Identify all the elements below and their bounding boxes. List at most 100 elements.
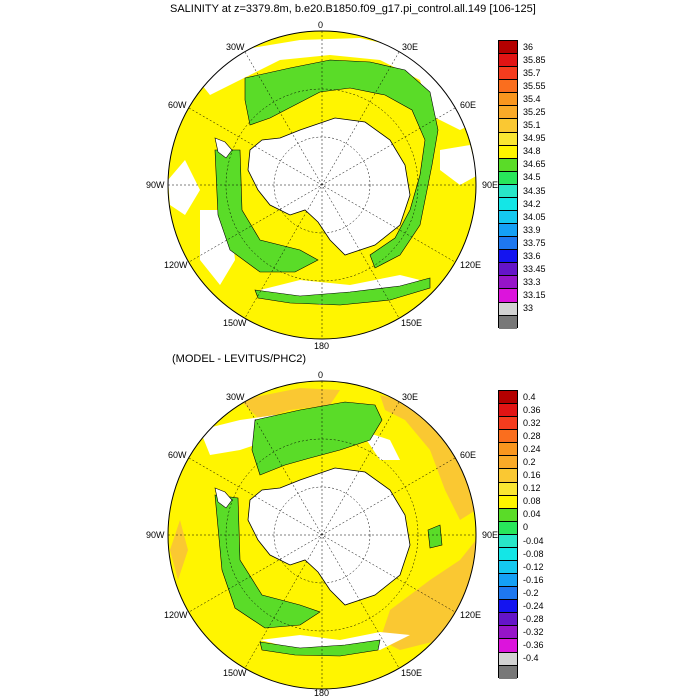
colorbar-label: 0.36 — [523, 404, 541, 415]
colorbar-swatch — [499, 574, 517, 588]
colorbar-swatch — [499, 263, 517, 277]
lon-label-120w: 120W — [164, 610, 188, 620]
colorbar-swatch — [499, 626, 517, 640]
colorbar-label: 35.4 — [523, 93, 541, 104]
lon-label-30e: 30E — [402, 42, 419, 52]
lon-label-30w: 30W — [226, 42, 245, 52]
colorbar-label: 0.08 — [523, 496, 541, 507]
colorbar-label: 34.8 — [523, 146, 541, 157]
lon-label-150w: 150W — [223, 318, 247, 328]
colorbar-label: 0.32 — [523, 417, 541, 428]
colorbar-label: 35.7 — [523, 67, 541, 78]
colorbar-label: 33.15 — [523, 290, 546, 301]
colorbar-label: 34.05 — [523, 211, 546, 222]
lon-label-60w: 60W — [168, 450, 187, 460]
green-salinity-region — [214, 59, 439, 306]
colorbar-label: -0.12 — [523, 561, 544, 572]
colorbar-label: 33.75 — [523, 237, 546, 248]
lon-label-150e: 150E — [401, 318, 423, 328]
colorbar-swatch — [499, 276, 517, 290]
lon-label-60w: 60W — [168, 100, 187, 110]
colorbar-label: 34.65 — [523, 159, 546, 170]
colorbar-swatch — [499, 250, 517, 264]
colorbar-label: -0.28 — [523, 614, 544, 625]
colorbar-label: 33.6 — [523, 251, 541, 261]
colorbar-label: 33.45 — [523, 264, 546, 275]
lon-label-120e: 120E — [460, 610, 482, 620]
lon-label-60e: 60E — [460, 100, 477, 110]
green-difference-region — [214, 401, 443, 657]
bottom-difference-polar-map — [167, 380, 477, 690]
colorbar-swatch — [499, 521, 517, 535]
south-america-tip — [214, 487, 233, 509]
lon-label-0: 0 — [318, 20, 324, 30]
lon-label-60e: 60E — [460, 450, 477, 460]
colorbar-swatch — [499, 391, 517, 405]
colorbar-swatch — [499, 224, 517, 238]
colorbar-label: 34.95 — [523, 133, 546, 144]
colorbar-label: 34.5 — [523, 172, 541, 183]
colorbar-swatch — [499, 652, 517, 666]
colorbar-swatch — [499, 508, 517, 522]
colorbar-swatch — [499, 80, 517, 94]
colorbar-label: 33.3 — [523, 277, 541, 288]
colorbar-label: 35.1 — [523, 120, 541, 131]
colorbar-swatch — [499, 613, 517, 627]
longitude-lines — [168, 381, 476, 689]
lon-label-180: 180 — [314, 688, 330, 698]
bottom-panel-title: (MODEL - LEVITUS/PHC2) — [172, 353, 307, 365]
colorbar-swatch — [499, 132, 517, 146]
colorbar-swatch — [499, 600, 517, 614]
colorbar-swatch — [499, 404, 517, 418]
top-colorbar — [498, 40, 518, 329]
bottom-colorbar — [498, 390, 518, 679]
colorbar-label: 33 — [523, 303, 534, 314]
colorbar-swatch — [499, 67, 517, 81]
colorbar-swatch — [499, 237, 517, 251]
lon-label-150w: 150W — [223, 668, 247, 678]
lon-label-90e: 90E — [482, 180, 499, 190]
colorbar-swatch — [499, 417, 517, 431]
colorbar-label: 34.35 — [523, 185, 546, 196]
colorbar-swatch — [499, 639, 517, 653]
colorbar-label: 35.25 — [523, 107, 546, 117]
colorbar-label: 0 — [523, 522, 529, 533]
map-boundary-circle — [167, 380, 477, 690]
south-america-tip — [214, 137, 233, 159]
colorbar-swatch — [499, 93, 517, 107]
colorbar-label: 35.55 — [523, 80, 546, 91]
longitude-lines — [168, 31, 476, 339]
colorbar-swatch — [499, 456, 517, 470]
colorbar-swatch — [499, 482, 517, 496]
lon-label-90e: 90E — [482, 530, 499, 540]
lon-label-120e: 120E — [460, 260, 482, 270]
colorbar-swatch — [499, 547, 517, 562]
lon-label-0: 0 — [318, 370, 324, 380]
colorbar-swatch — [499, 41, 517, 55]
colorbar-label: -0.36 — [523, 640, 544, 651]
map-boundary-circle — [167, 30, 477, 340]
colorbar-label: -0.24 — [523, 601, 544, 611]
colorbar-label: 36 — [523, 41, 534, 52]
colorbar-label: -0.4 — [523, 653, 539, 664]
lon-label-30e: 30E — [402, 392, 419, 402]
top-salinity-polar-map — [167, 30, 477, 340]
colorbar-label: 0.04 — [523, 509, 541, 520]
colorbar-swatch — [499, 119, 517, 133]
lon-label-120w: 120W — [164, 260, 188, 270]
colorbar-swatch — [499, 184, 517, 198]
colorbar-swatch — [499, 54, 517, 68]
colorbar-label: 33.9 — [523, 224, 541, 235]
colorbar-swatch — [499, 534, 517, 548]
lon-label-90w: 90W — [146, 530, 165, 540]
colorbar-label: -0.32 — [523, 627, 544, 638]
top-panel-title: SALINITY at z=3379.8m, b.e20.B1850.f09_g… — [170, 3, 536, 15]
colorbar-label: 35.85 — [523, 54, 546, 65]
colorbar-swatch — [499, 587, 517, 601]
lon-label-30w: 30W — [226, 392, 245, 402]
colorbar-swatch — [499, 561, 517, 575]
colorbar-swatch — [499, 106, 517, 120]
colorbar-swatch — [499, 443, 517, 457]
colorbar-label: -0.2 — [523, 587, 539, 598]
colorbar-label: -0.04 — [523, 535, 544, 546]
